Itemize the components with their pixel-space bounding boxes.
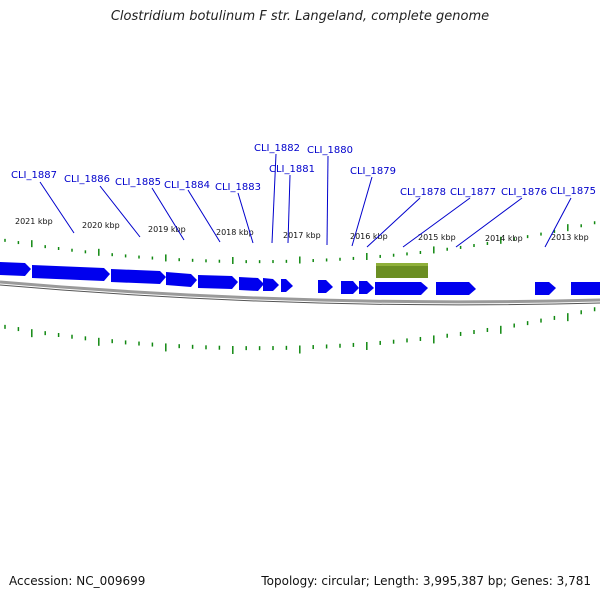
genome-backbone — [0, 280, 600, 304]
gene-arrow[interactable] — [359, 281, 374, 294]
scale-label: 2021 kbp — [15, 217, 53, 226]
gene-arrow[interactable] — [32, 265, 110, 281]
map-title: Clostridium botulinum F str. Langeland, … — [110, 9, 490, 24]
scale-label: 2020 kbp — [82, 221, 120, 230]
scale-label: 2019 kbp — [148, 225, 186, 234]
gene-label[interactable]: CLI_1880 — [307, 145, 353, 156]
scale-label: 2016 kbp — [350, 232, 388, 241]
gene-arrow[interactable] — [239, 277, 264, 291]
gene-label[interactable]: CLI_1886 — [64, 174, 110, 185]
leader-line — [99, 185, 141, 238]
scale-label: 2014 kbp — [485, 234, 523, 243]
gene-arrow[interactable] — [198, 275, 238, 289]
gene-arrow[interactable] — [166, 272, 197, 287]
gene-label[interactable]: CLI_1885 — [115, 177, 161, 188]
scale-ticks-outer — [4, 221, 596, 264]
leader-line — [351, 176, 373, 247]
scale-label: 2018 kbp — [216, 228, 254, 237]
leader-line — [287, 174, 291, 244]
leader-line — [237, 192, 254, 244]
gene-arrow[interactable] — [375, 282, 428, 295]
accession-text: Accession: NC_009699 — [9, 574, 146, 588]
leader-line — [402, 197, 471, 248]
genome-backbone-shadow — [0, 284, 600, 306]
leader-line — [455, 197, 523, 248]
gene-labels: CLI_1887 CLI_1886 CLI_1885 CLI_1884 CLI_… — [11, 143, 596, 198]
scale-labels: 2021 kbp 2020 kbp 2019 kbp 2018 kbp 2017… — [15, 217, 589, 243]
gene-label[interactable]: CLI_1887 — [11, 170, 57, 181]
leader-line — [187, 189, 221, 243]
gene-label[interactable]: CLI_1882 — [254, 143, 300, 154]
leader-line — [544, 197, 572, 248]
feature-block — [376, 263, 428, 278]
feature-block-highlight — [376, 263, 428, 266]
gene-label[interactable]: CLI_1875 — [550, 186, 596, 197]
scale-label: 2013 kbp — [551, 233, 589, 242]
gene-arrow[interactable] — [571, 282, 600, 295]
topology-text: Topology: circular; Length: 3,995,387 bp… — [261, 574, 591, 588]
gene-track — [0, 262, 600, 295]
gene-arrow[interactable] — [535, 282, 556, 295]
gene-arrow[interactable] — [318, 280, 333, 293]
leader-line — [366, 197, 421, 248]
gene-arrow[interactable] — [341, 281, 359, 294]
gene-label[interactable]: CLI_1877 — [450, 187, 496, 198]
gene-arrow[interactable] — [263, 278, 279, 291]
leader-line — [39, 181, 75, 234]
gene-arrow[interactable] — [281, 279, 293, 292]
scale-label: 2015 kbp — [418, 233, 456, 242]
leader-line — [326, 155, 329, 246]
scale-label: 2017 kbp — [283, 231, 321, 240]
leader-line — [271, 153, 277, 244]
gene-label[interactable]: CLI_1876 — [501, 187, 547, 198]
gene-arrow[interactable] — [436, 282, 476, 295]
gene-arrow[interactable] — [111, 269, 166, 284]
leader-line — [151, 187, 185, 241]
gene-label[interactable]: CLI_1878 — [400, 187, 446, 198]
gene-arrow[interactable] — [0, 262, 31, 276]
scale-ticks-inner — [4, 307, 596, 354]
gene-label[interactable]: CLI_1881 — [269, 164, 315, 175]
gene-label[interactable]: CLI_1884 — [164, 180, 210, 191]
gene-label[interactable]: CLI_1879 — [350, 166, 396, 177]
gene-label[interactable]: CLI_1883 — [215, 182, 261, 193]
gene-label-leaders — [39, 153, 572, 248]
